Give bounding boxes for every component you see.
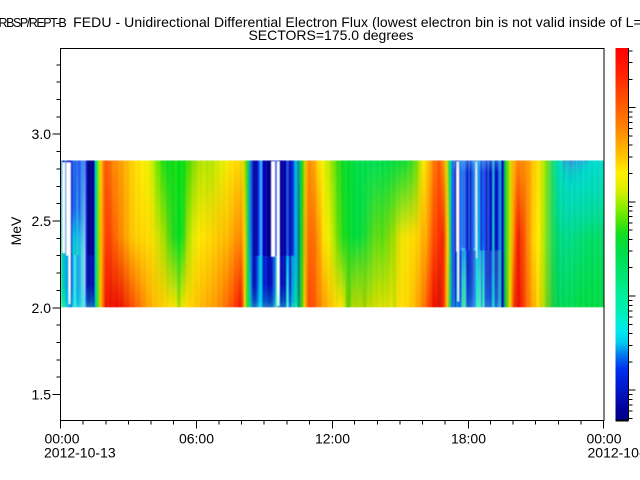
svg-text:RBSP/REPT-B FEDU - Unidirecti: RBSP/REPT-B FEDU - Unidirectional Differ… [0, 14, 640, 30]
svg-text:2.0: 2.0 [32, 300, 52, 316]
svg-text:2012-10-13: 2012-10-13 [44, 445, 116, 461]
svg-text:2012-10-14: 2012-10-14 [588, 445, 640, 461]
svg-text:00:00: 00:00 [44, 431, 79, 447]
svg-text:SECTORS=175.0 degrees: SECTORS=175.0 degrees [248, 27, 413, 43]
svg-text:06:00: 06:00 [179, 431, 214, 447]
svg-text:1.5: 1.5 [32, 387, 52, 403]
svg-text:3.0: 3.0 [32, 126, 52, 142]
svg-text:2.5: 2.5 [32, 213, 52, 229]
svg-text:12:00: 12:00 [315, 431, 350, 447]
svg-text:00:00: 00:00 [586, 431, 621, 447]
svg-text:MeV: MeV [8, 216, 24, 245]
svg-text:18:00: 18:00 [451, 431, 486, 447]
